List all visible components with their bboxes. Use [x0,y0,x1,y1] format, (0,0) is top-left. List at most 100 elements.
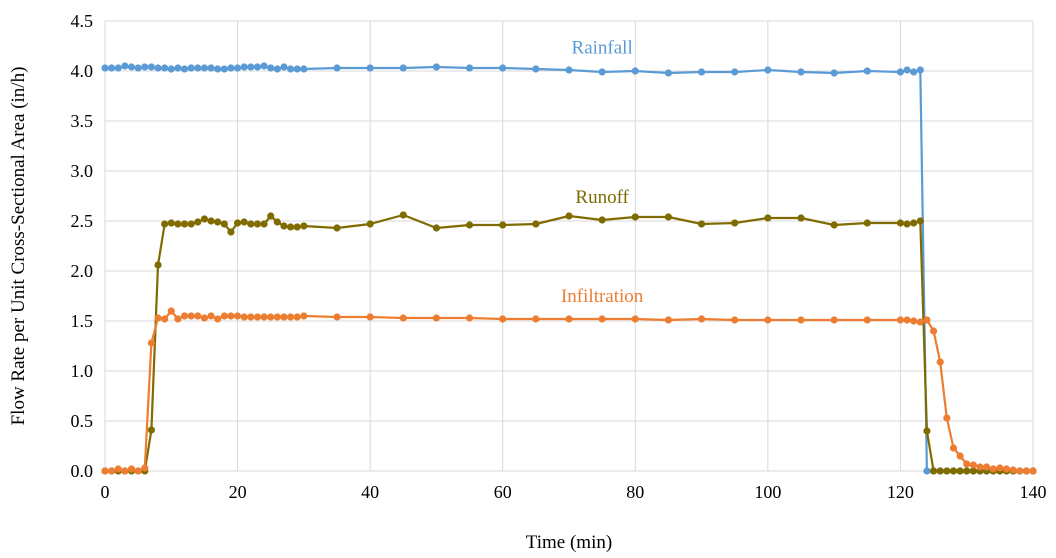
rainfall-point [300,65,308,73]
runoff-point [154,261,162,269]
rainfall-point [863,67,871,75]
infiltration-point [280,313,288,321]
infiltration-point [253,313,262,321]
rainfall-point [532,65,540,73]
y-tick-label: 3.0 [71,161,94,181]
rainfall-point [333,64,341,72]
rainfall-point [240,63,248,71]
infiltration-point [797,316,805,324]
infiltration-point [697,315,706,323]
runoff-point [916,217,924,225]
y-tick-label: 1.0 [71,361,94,381]
infiltration-point [194,312,202,320]
y-tick-label: 1.5 [71,311,94,331]
infiltration-point [830,316,838,324]
infiltration-point [996,464,1004,472]
x-tick-label: 60 [494,482,512,502]
runoff-point [797,214,805,222]
runoff-point [697,220,706,228]
infiltration-point [764,316,772,324]
rainfall-point [910,68,918,76]
rainfall-point [233,64,242,72]
rainfall-point [121,62,129,70]
runoff-point [910,219,918,227]
infiltration-point [399,314,407,322]
runoff-point [267,212,275,220]
runoff-point [253,220,262,228]
infiltration-point [963,460,971,468]
runoff-point [963,467,971,475]
infiltration-point [936,358,944,366]
runoff-series [101,211,1037,475]
infiltration-point [300,312,308,320]
infiltration-point [134,467,142,475]
runoff-point [565,212,573,220]
runoff-point [247,220,255,228]
rainfall-line [105,64,1033,473]
infiltration-point [929,327,938,335]
rainfall-point [896,68,905,76]
y-tick-label: 2.5 [71,211,94,231]
infiltration-point [161,315,169,323]
rainfall-point [764,66,772,74]
runoff-point [333,224,341,232]
infiltration-point [956,452,964,460]
infiltration-point [293,313,301,321]
infiltration-point [1029,467,1037,475]
runoff-point [764,214,772,222]
rainfall-point [260,62,268,70]
rainfall-point [101,64,109,72]
infiltration-point [631,315,639,323]
infiltration-point [1016,467,1024,475]
rainfall-point [214,65,222,73]
infiltration-point [200,314,209,322]
runoff-point [532,220,540,228]
rainfall-point [280,63,288,71]
infiltration-line [105,309,1033,473]
infiltration-point [465,314,474,322]
rainfall-point [174,64,182,72]
infiltration-point [598,315,606,323]
infiltration-point [943,414,951,422]
infiltration-point [121,467,129,475]
runoff-point [214,218,222,226]
infiltration-point [910,317,918,325]
rainfall-point [923,467,931,475]
runoff-point [399,211,407,219]
rainfall-point [200,64,209,72]
runoff-point [465,221,474,229]
runoff-line [105,213,1033,473]
rainfall-point [631,67,639,75]
rainfall-point [267,64,275,72]
infiltration-point [214,315,222,323]
rainfall-point [903,66,911,74]
y-tick-label: 4.0 [71,61,94,81]
runoff-point [956,467,964,475]
x-tick-label: 40 [361,482,379,502]
runoff-point [598,216,606,224]
infiltration-point [532,315,540,323]
rainfall-point [293,65,301,73]
rainfall-point [167,65,175,73]
rainfall-point [187,64,195,72]
x-tick-label: 120 [887,482,914,502]
rainfall-point [499,64,507,72]
infiltration-point [154,314,162,322]
rainfall-point [465,64,474,72]
runoff-point [147,426,155,434]
infiltration-point [141,464,149,472]
runoff-point [664,213,673,221]
infiltration-point [976,463,984,471]
infiltration-point [127,465,136,473]
runoff-point [830,221,838,229]
infiltration-point [167,307,175,315]
runoff-point [207,217,215,225]
infiltration-point [207,312,215,320]
infiltration-point [896,316,905,324]
infiltration-point [1002,465,1011,473]
infiltration-point [260,313,268,321]
rainfall-point [141,63,149,71]
rainfall-point [366,64,374,72]
infiltration-point [174,315,182,323]
infiltration-point [147,339,155,347]
